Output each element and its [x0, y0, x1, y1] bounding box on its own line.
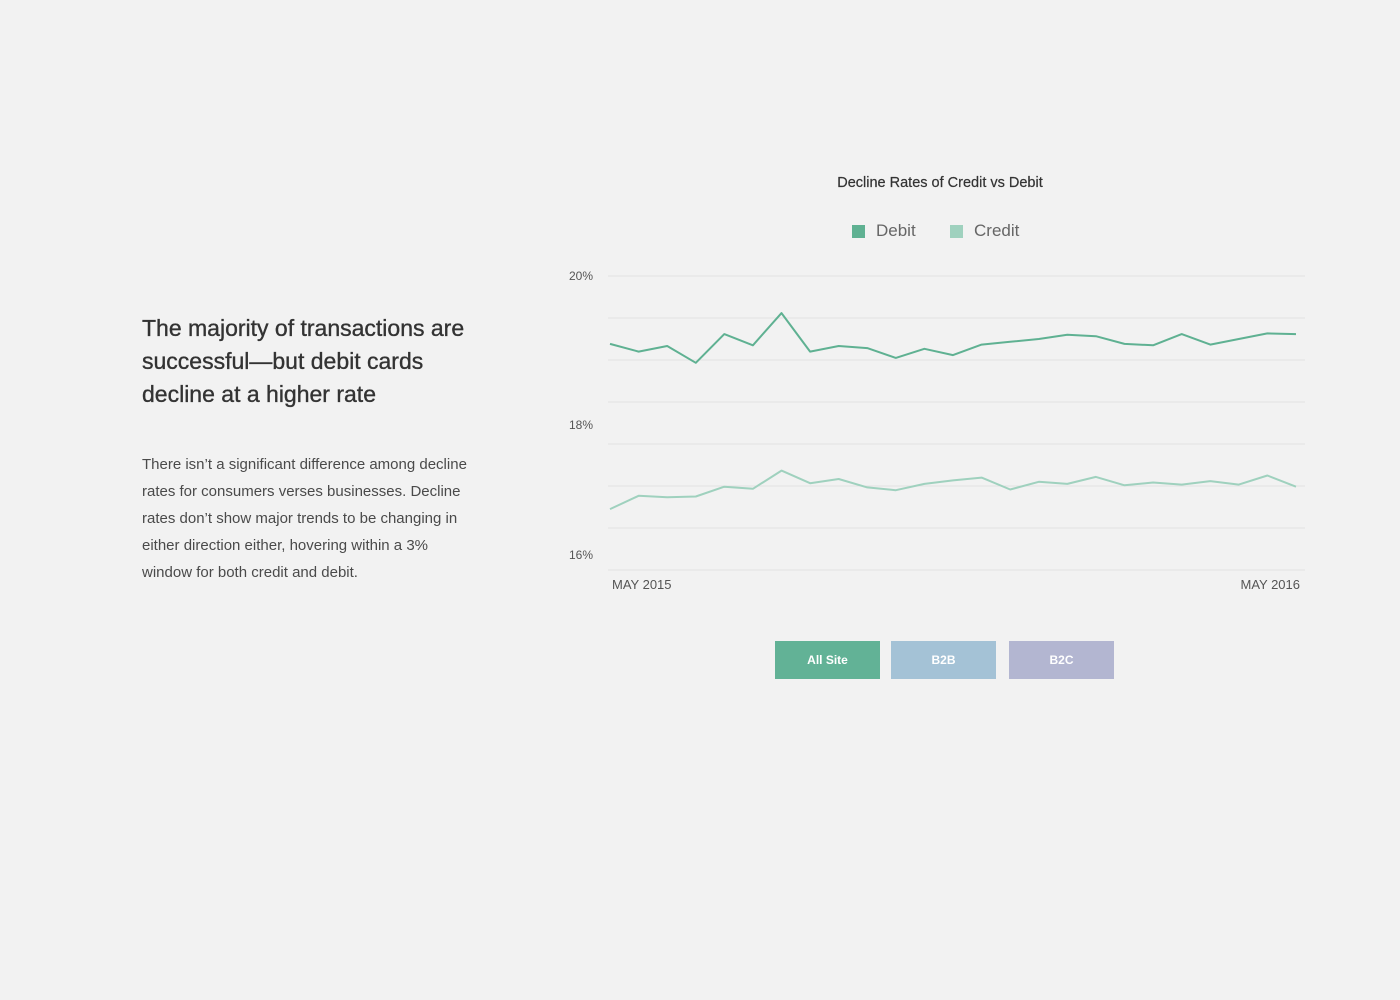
chart-title: Decline Rates of Credit vs Debit	[837, 175, 1043, 191]
chart-legend: Debit Credit	[840, 218, 1040, 244]
y-tick-label: 20%	[569, 269, 593, 283]
series-line-credit	[609, 469, 1297, 511]
series-line-debit	[609, 312, 1297, 364]
x-axis-ticks: MAY 2015 MAY 2016	[612, 577, 1300, 592]
y-axis-ticks: 20% 18% 16%	[569, 269, 593, 562]
grid-lines	[608, 275, 1305, 571]
y-tick-label: 18%	[569, 418, 593, 432]
legend-label-debit: Debit	[876, 221, 916, 240]
line-chart: 20% 18% 16% MAY 2015 MAY 2016	[569, 269, 1305, 592]
headline: The majority of transactions are success…	[142, 315, 465, 407]
intro-text-block: The majority of transactions are success…	[142, 312, 482, 586]
legend-label-credit: Credit	[974, 221, 1020, 240]
x-tick-label: MAY 2015	[612, 577, 672, 592]
legend-swatch-credit	[950, 224, 963, 238]
description-paragraph: There isn’t a significant difference amo…	[142, 456, 467, 581]
filter-b2b-button[interactable]: B2B	[891, 641, 996, 679]
series-lines	[609, 312, 1297, 511]
legend-item-credit: Credit	[950, 218, 1019, 244]
y-tick-label: 16%	[569, 548, 593, 562]
legend-item-debit: Debit	[852, 218, 916, 244]
filter-all-site-button[interactable]: All Site	[775, 641, 880, 679]
x-tick-label: MAY 2016	[1240, 577, 1300, 592]
filter-b2c-button[interactable]: B2C	[1009, 641, 1114, 679]
legend-swatch-debit	[852, 224, 865, 238]
